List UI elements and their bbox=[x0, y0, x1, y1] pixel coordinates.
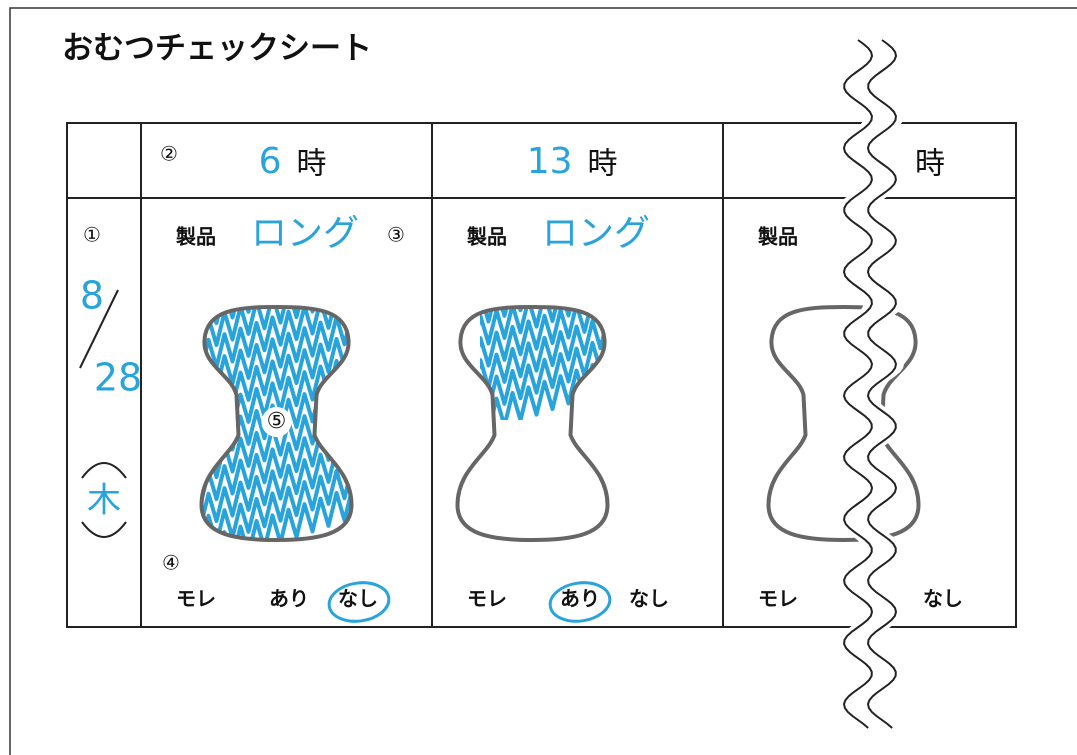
hour-unit: 時 bbox=[588, 147, 618, 182]
break-band bbox=[836, 40, 904, 728]
hour-unit: 時 bbox=[915, 147, 945, 182]
hour-unit: 時 bbox=[297, 147, 327, 182]
scribble-stroke bbox=[201, 380, 352, 506]
scribble-stroke bbox=[201, 314, 352, 440]
product-marker: ③ bbox=[387, 223, 405, 247]
product: ロング bbox=[542, 213, 650, 254]
leak-no: なし bbox=[923, 587, 963, 611]
break-line bbox=[866, 39, 898, 729]
scribble-stroke bbox=[480, 340, 608, 420]
date-day: 28 bbox=[94, 356, 142, 400]
frame bbox=[9, 7, 1077, 755]
table-grid bbox=[66, 122, 1017, 628]
product-label: 製品 bbox=[758, 225, 798, 249]
diaper bbox=[199, 304, 354, 543]
date-slash bbox=[79, 289, 119, 369]
scribble-stroke bbox=[201, 307, 352, 374]
marker-bg bbox=[261, 407, 292, 437]
diaper bbox=[766, 304, 921, 543]
scribble bbox=[480, 307, 608, 420]
scribble-stroke bbox=[201, 336, 352, 462]
product-label: 製品 bbox=[467, 225, 507, 249]
leak-circle bbox=[548, 581, 612, 623]
date-month: 8 bbox=[80, 274, 104, 318]
scribble-stroke bbox=[480, 307, 608, 378]
scribble-stroke bbox=[201, 307, 352, 396]
date-marker: ① bbox=[83, 223, 101, 247]
break-line bbox=[842, 39, 874, 729]
scribble-stroke bbox=[480, 307, 608, 420]
leak-yes: あり bbox=[269, 587, 309, 611]
product-label: 製品 bbox=[176, 225, 216, 249]
product: ロング bbox=[251, 213, 359, 254]
date-weekday: 木 bbox=[87, 481, 121, 521]
title: おむつチェックシート bbox=[62, 31, 372, 67]
scribble-stroke bbox=[201, 446, 352, 540]
leak-marker: ④ bbox=[162, 551, 180, 575]
scribble-stroke bbox=[480, 307, 608, 400]
scribble-stroke bbox=[201, 358, 352, 484]
leak-label: モレ bbox=[758, 587, 798, 611]
scribble-stroke bbox=[480, 318, 608, 420]
hour: 6 bbox=[259, 141, 282, 182]
leak-circle bbox=[327, 581, 391, 623]
scribble-stroke bbox=[201, 468, 352, 540]
leak-no: なし bbox=[629, 587, 669, 611]
diaper-marker: ⑤ bbox=[267, 409, 287, 434]
diaper bbox=[455, 304, 610, 543]
leak-yes: あり bbox=[560, 587, 600, 611]
leak-no: なし bbox=[338, 587, 378, 611]
leak-label: モレ bbox=[467, 587, 507, 611]
weekday-brackets bbox=[81, 462, 127, 538]
hour-marker: ② bbox=[160, 142, 178, 166]
scribble-stroke bbox=[201, 402, 352, 528]
scribble-stroke bbox=[201, 307, 352, 418]
scribble-part bbox=[480, 307, 608, 420]
hour: 13 bbox=[527, 141, 573, 182]
leak-label: モレ bbox=[176, 587, 216, 611]
scribble-stroke bbox=[201, 424, 352, 540]
